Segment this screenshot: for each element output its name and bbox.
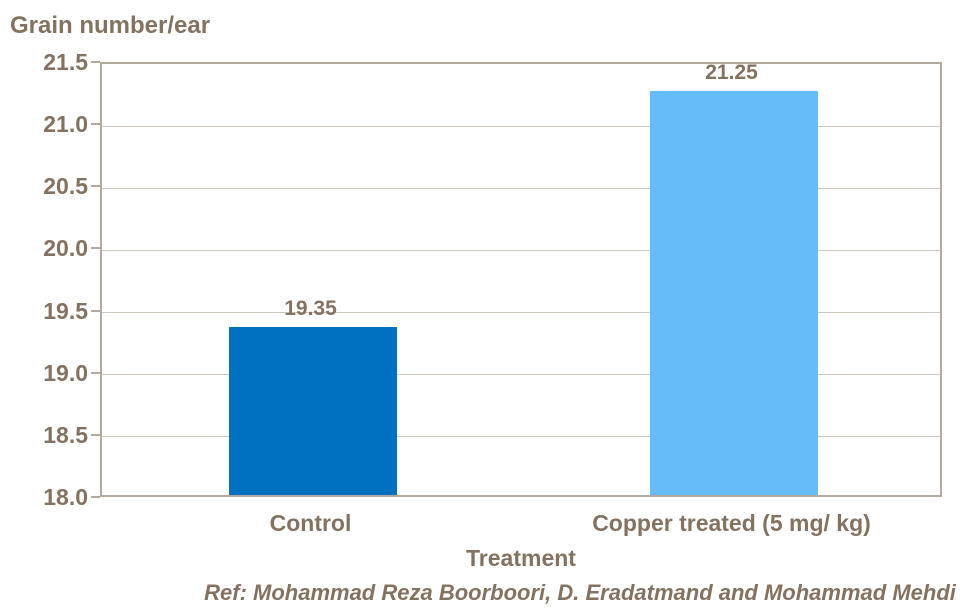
bar-control <box>229 327 397 495</box>
y-tick-label: 20.0 <box>43 235 88 262</box>
category-label-control: Control <box>269 510 352 536</box>
bar-value-label: 19.35 <box>284 297 337 321</box>
y-tick-label: 21.0 <box>43 111 88 138</box>
y-tick-label: 19.5 <box>43 297 88 324</box>
gridline <box>102 312 940 314</box>
gridline <box>102 187 940 189</box>
y-tick-mark <box>91 371 100 374</box>
plot-area <box>100 62 942 497</box>
y-tick-mark <box>91 123 100 126</box>
reference-text: Ref: Mohammad Reza Boorboori, D. Eradatm… <box>204 580 956 605</box>
gridline <box>102 374 940 376</box>
y-tick-label: 18.5 <box>43 421 88 448</box>
bar-copper-treated-5-mg-kg <box>650 91 818 495</box>
gridline <box>102 436 940 438</box>
y-tick-label: 19.0 <box>43 359 88 386</box>
y-tick-label: 20.5 <box>43 173 88 200</box>
y-tick-mark <box>91 247 100 250</box>
y-tick-mark <box>91 309 100 312</box>
y-tick-label: 21.5 <box>43 49 88 75</box>
gridline <box>102 249 940 251</box>
category-label-copper-treated-5-mg-kg: Copper treated (5 mg/ kg) <box>592 510 871 536</box>
y-tick-mark <box>91 433 100 436</box>
y-tick-mark <box>91 496 100 498</box>
gridline <box>102 125 940 127</box>
x-axis-title: Treatment <box>466 545 576 571</box>
y-tick-mark <box>91 61 100 63</box>
bar-value-label: 21.25 <box>705 61 758 85</box>
y-tick-mark <box>91 185 100 188</box>
y-axis-title: Grain number/ear <box>10 12 211 39</box>
y-tick-label: 18.0 <box>43 484 88 510</box>
